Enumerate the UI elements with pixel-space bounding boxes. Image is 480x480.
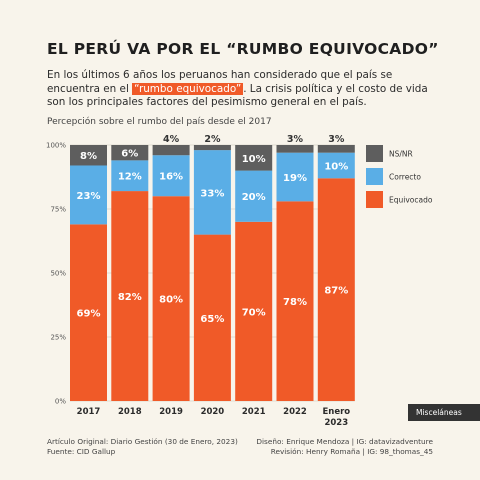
footer-credits-design: Diseño: Enrique Mendoza | IG: datavizadv…	[256, 437, 433, 457]
footer-design-line: Diseño: Enrique Mendoza | IG: datavizadv…	[256, 437, 433, 446]
bar-correcto-2	[152, 155, 190, 197]
footer-credits-source: Artículo Original: Diario Gestión (30 de…	[47, 437, 238, 457]
y-tick-label: 50%	[50, 270, 66, 278]
chart-subtitle: En los últimos 6 años los peruanos han c…	[47, 69, 447, 110]
y-tick-label: 25%	[50, 334, 66, 342]
data-label: 78%	[283, 297, 307, 308]
x-tick-label: 2018	[118, 407, 142, 417]
data-label: 19%	[283, 173, 307, 184]
data-label: 33%	[200, 188, 224, 199]
legend-swatch	[366, 168, 383, 185]
legend-swatch	[366, 145, 383, 162]
bar-correcto-0	[70, 165, 107, 225]
bar-correcto-6	[317, 152, 355, 179]
bar-equivocado-6	[317, 178, 355, 401]
data-label: 3%	[287, 134, 304, 145]
x-tick-label: 2023	[324, 418, 348, 428]
bar-ns-nr-0	[70, 145, 107, 166]
subtitle-text-end: . La crisis política y el costo de vida …	[47, 82, 428, 109]
subtitle-highlight: “rumbo equivocado”	[132, 82, 244, 95]
data-label: 6%	[121, 149, 138, 160]
y-tick-label: 0%	[55, 398, 66, 406]
data-label: 16%	[159, 172, 183, 183]
chart-title: EL PERÚ VA POR EL “RUMBO EQUIVOCADO”	[47, 40, 439, 58]
data-label: 10%	[324, 161, 348, 172]
x-tick-label: Enero	[322, 407, 350, 417]
legend-label: NS/NR	[389, 150, 413, 159]
legend-swatch	[366, 191, 383, 208]
bar-correcto-1	[111, 160, 149, 192]
footer-source-line: Fuente: CID Gallup	[47, 447, 116, 456]
bar-equivocado-3	[193, 234, 231, 401]
bar-equivocado-5	[276, 201, 314, 401]
data-label: 4%	[163, 134, 180, 145]
data-label: 23%	[77, 191, 101, 202]
legend-label: Correcto	[389, 173, 421, 182]
bar-correcto-4	[235, 170, 273, 222]
bar-equivocado-4	[235, 221, 273, 401]
data-label: 3%	[328, 134, 345, 145]
data-label: 80%	[159, 295, 183, 306]
x-tick-label: 2021	[242, 407, 266, 417]
category-tag: Misceláneas	[408, 404, 480, 421]
bar-equivocado-0	[70, 224, 107, 401]
x-tick-label: 2017	[77, 407, 101, 417]
bar-ns-nr-3	[193, 145, 231, 151]
data-label: 87%	[324, 286, 348, 297]
bar-equivocado-1	[111, 191, 149, 401]
data-label: 8%	[80, 151, 97, 162]
subtitle-text-start: En los últimos 6 años los peruanos han c…	[47, 69, 393, 95]
y-tick-label: 100%	[46, 142, 66, 150]
bar-correcto-3	[193, 150, 231, 235]
data-label: 20%	[242, 192, 266, 203]
data-label: 65%	[200, 314, 224, 325]
data-label: 10%	[242, 154, 266, 165]
bar-ns-nr-6	[317, 145, 355, 153]
bar-equivocado-2	[152, 196, 190, 401]
data-label: 2%	[204, 134, 221, 145]
data-label: 70%	[242, 307, 266, 318]
bar-correcto-5	[276, 152, 314, 202]
footer-article-line: Artículo Original: Diario Gestión (30 de…	[47, 437, 238, 446]
footer-review-line: Revisión: Henry Romaña | IG: 98_thomas_4…	[270, 447, 433, 456]
x-tick-label: 2020	[201, 407, 225, 417]
data-label: 69%	[77, 309, 101, 320]
legend-label: Equivocado	[389, 196, 433, 205]
bar-ns-nr-2	[152, 145, 190, 156]
bar-ns-nr-5	[276, 145, 314, 153]
bar-ns-nr-4	[235, 145, 273, 171]
y-tick-label: 75%	[50, 206, 66, 214]
bar-ns-nr-1	[111, 145, 149, 161]
data-label: 82%	[118, 292, 142, 303]
x-tick-label: 2019	[159, 407, 183, 417]
chart-caption: Percepción sobre el rumbo del país desde…	[47, 117, 272, 127]
x-tick-label: 2022	[283, 407, 307, 417]
data-label: 12%	[118, 172, 142, 183]
